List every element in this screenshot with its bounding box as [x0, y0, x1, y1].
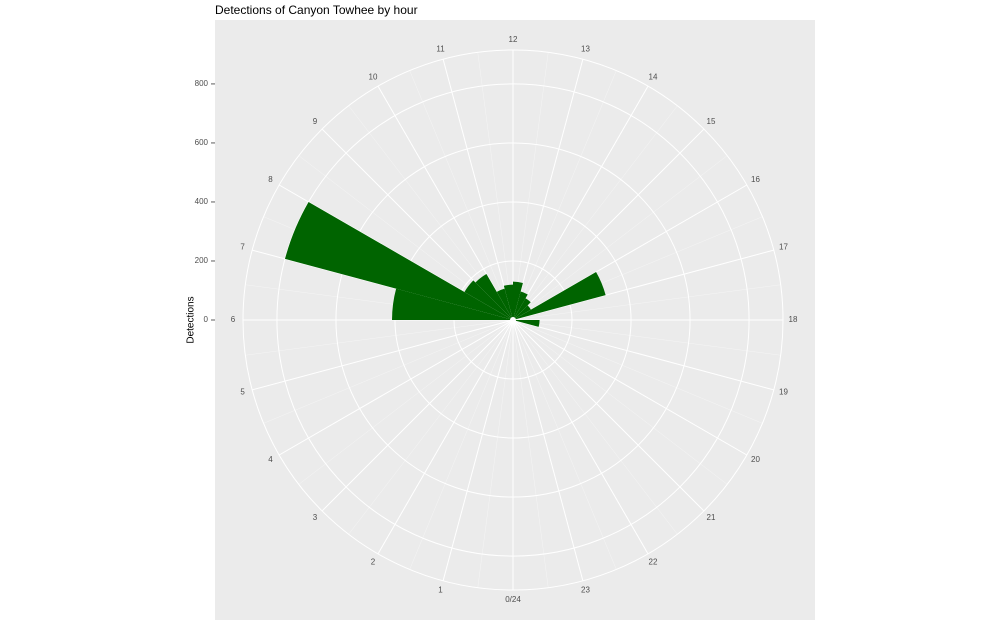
- x-tick-label: 17: [779, 243, 788, 252]
- grid-line: [512, 128, 705, 321]
- grid-line: [512, 184, 748, 321]
- grid-line: [512, 59, 584, 321]
- grid-line: [442, 319, 514, 581]
- bar: [513, 291, 528, 320]
- minor-grid-line: [263, 319, 514, 424]
- x-tick-label: 18: [789, 315, 798, 324]
- minor-grid-line: [348, 319, 514, 535]
- minor-grid-line: [512, 319, 763, 424]
- bar: [284, 201, 513, 320]
- minor-grid-line: [245, 319, 514, 356]
- minor-grid-line: [477, 52, 514, 321]
- bar: [464, 280, 513, 320]
- x-tick-label: 6: [231, 315, 236, 324]
- grid-line: [512, 319, 774, 391]
- minor-grid-line: [512, 319, 678, 535]
- x-tick-label: 22: [649, 558, 658, 567]
- x-tick-label: 13: [581, 45, 590, 54]
- x-tick-label: 2: [371, 558, 376, 567]
- x-tick-label: 7: [240, 243, 245, 252]
- minor-grid-line: [298, 319, 514, 485]
- x-tick-label: 21: [707, 513, 716, 522]
- bar: [513, 272, 606, 320]
- bar: [513, 298, 531, 320]
- y-axis-label: Detections: [186, 296, 197, 343]
- minor-grid-line: [409, 319, 514, 570]
- minor-grid-line: [512, 284, 781, 321]
- y-tick-label: 400: [195, 197, 209, 206]
- grid-line: [512, 249, 774, 321]
- x-tick-label: 10: [369, 73, 378, 82]
- minor-grid-line: [512, 319, 781, 356]
- minor-grid-line: [512, 319, 728, 485]
- x-tick-label: 11: [436, 45, 445, 54]
- minor-grid-line: [512, 155, 728, 321]
- x-tick-label: 3: [313, 513, 318, 522]
- grid-line: [512, 319, 748, 456]
- minor-grid-line: [512, 52, 549, 321]
- bar: [475, 274, 513, 320]
- x-tick-label: 1: [438, 586, 443, 595]
- y-tick-label: 0: [204, 315, 209, 324]
- grid-line: [512, 319, 649, 555]
- minor-grid-line: [512, 319, 617, 570]
- x-tick-label: 23: [581, 586, 590, 595]
- center-hole: [510, 317, 516, 323]
- x-tick-label: 15: [707, 117, 716, 126]
- grid-line: [512, 85, 649, 321]
- x-tick-label: 4: [268, 455, 273, 464]
- x-tick-label: 9: [313, 117, 318, 126]
- x-tick-label: 20: [751, 455, 760, 464]
- x-tick-label: 12: [509, 35, 518, 44]
- minor-grid-line: [512, 319, 549, 588]
- bar: [513, 320, 540, 327]
- x-tick-label: 19: [779, 388, 788, 397]
- bar: [392, 288, 513, 320]
- grid-line: [252, 319, 514, 391]
- minor-grid-line: [409, 70, 514, 321]
- bar: [513, 281, 523, 320]
- minor-grid-line: [512, 70, 617, 321]
- y-tick-label: 600: [195, 138, 209, 147]
- bar: [496, 288, 513, 320]
- y-tick-label: 800: [195, 79, 209, 88]
- chart-title: Detections of Canyon Towhee by hour: [215, 3, 418, 17]
- bar: [513, 305, 531, 320]
- grid-line: [377, 319, 514, 555]
- x-tick-label: 0/24: [505, 595, 521, 604]
- minor-grid-line: [512, 105, 678, 321]
- y-tick-label: 200: [195, 256, 209, 265]
- bar: [503, 284, 513, 320]
- grid-line: [512, 319, 705, 512]
- grid-line: [442, 59, 514, 321]
- x-tick-label: 8: [268, 175, 273, 184]
- x-tick-label: 5: [240, 388, 245, 397]
- minor-grid-line: [477, 319, 514, 588]
- grid-line: [512, 319, 584, 581]
- x-tick-label: 14: [649, 73, 658, 82]
- grid-line: [321, 319, 514, 512]
- x-tick-label: 16: [751, 175, 760, 184]
- grid-line: [278, 319, 514, 456]
